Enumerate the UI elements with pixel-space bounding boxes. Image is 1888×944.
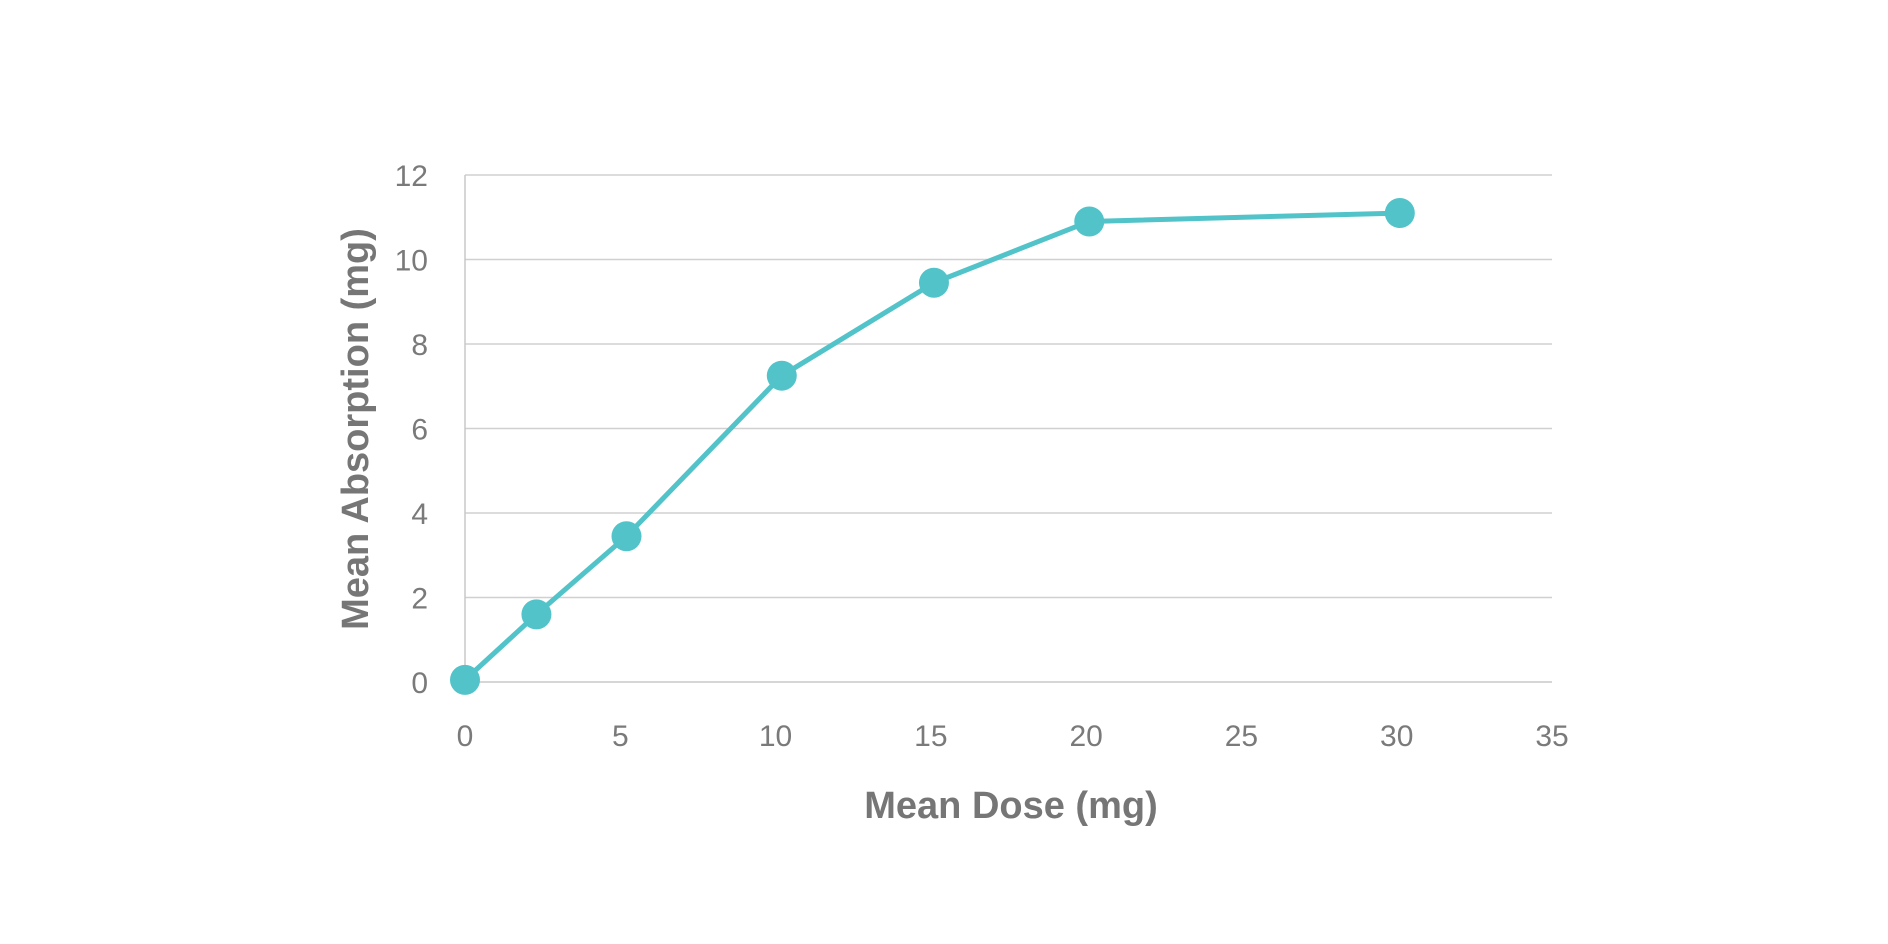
x-tick-label: 10 xyxy=(759,720,792,753)
x-tick-label: 0 xyxy=(457,720,474,753)
data-point xyxy=(918,267,949,298)
y-tick-label: 12 xyxy=(395,160,428,193)
data-point xyxy=(1384,198,1415,229)
y-tick-labels: 0 2 4 6 8 10 12 xyxy=(395,160,428,700)
data-point xyxy=(611,521,642,552)
x-tick-label: 15 xyxy=(914,720,947,753)
series xyxy=(450,198,1415,695)
y-tick-label: 2 xyxy=(411,583,428,616)
y-tick-label: 8 xyxy=(411,329,428,362)
data-point xyxy=(766,360,797,391)
y-tick-label: 10 xyxy=(395,245,428,278)
y-tick-label: 0 xyxy=(411,667,428,700)
x-axis-title: Mean Dose (mg) xyxy=(864,785,1157,827)
y-tick-label: 6 xyxy=(411,414,428,447)
x-tick-label: 5 xyxy=(612,720,629,753)
data-point xyxy=(1074,206,1105,237)
x-tick-label: 35 xyxy=(1535,720,1568,753)
data-point xyxy=(521,599,552,630)
axes xyxy=(464,175,1552,683)
data-point xyxy=(450,664,480,695)
x-tick-label: 30 xyxy=(1380,720,1413,753)
x-tick-labels: 0 5 10 15 20 25 30 35 xyxy=(457,720,1569,753)
x-tick-label: 20 xyxy=(1069,720,1102,753)
x-tick-label: 25 xyxy=(1225,720,1258,753)
y-axis-title: Mean Absorption (mg) xyxy=(335,228,377,630)
y-tick-label: 4 xyxy=(411,498,428,531)
